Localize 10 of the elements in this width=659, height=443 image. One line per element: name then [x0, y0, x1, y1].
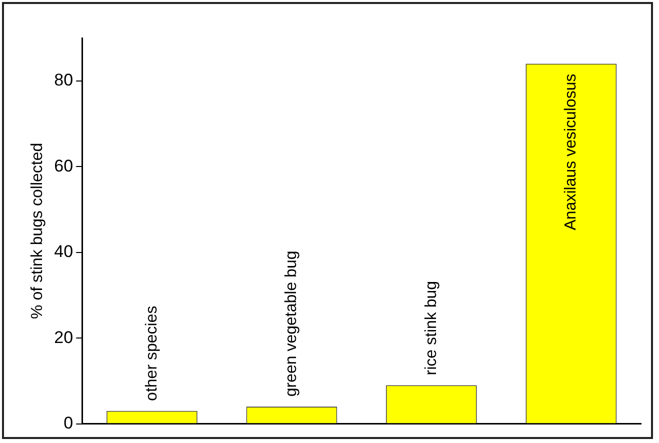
- y-tick-label: 80: [54, 70, 74, 90]
- y-tick-label: 40: [54, 242, 74, 262]
- x-tick-label: rice stink bug: [422, 280, 440, 376]
- x-tick-label: Anaxilaus vesiculosus: [562, 74, 580, 230]
- y-axis-title: % of stink bugs collected: [29, 142, 46, 319]
- x-tick-label: green vegetable bug: [283, 250, 300, 397]
- x-tick-label: other species: [143, 306, 160, 401]
- y-tick-label: 0: [64, 413, 74, 432]
- y-tick-label: 20: [54, 328, 74, 347]
- y-tick-label: 60: [54, 156, 74, 176]
